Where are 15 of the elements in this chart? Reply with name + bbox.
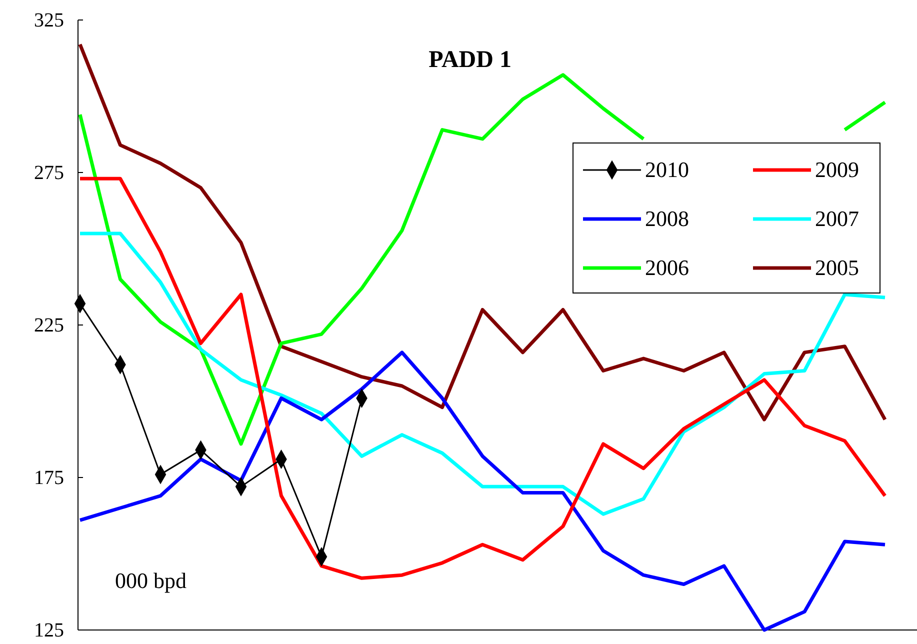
y-tick-label: 325 (34, 9, 64, 32)
line-series (78, 232, 887, 516)
legend-label: 2008 (645, 206, 689, 231)
y-tick-label: 225 (34, 314, 64, 336)
legend-label: 2006 (645, 255, 689, 280)
legend-label: 2010 (645, 157, 689, 182)
legend-label: 2005 (815, 255, 859, 280)
y-tick-label: 275 (34, 162, 64, 184)
text: PADD 1 (428, 47, 512, 73)
annotation: 000 bpd (115, 568, 186, 593)
legend-label: 2009 (815, 157, 859, 182)
legend-label: 2007 (815, 206, 859, 231)
y-tick-label: 125 (34, 619, 64, 642)
y-tick-label: 175 (34, 466, 64, 489)
line-series (78, 350, 887, 632)
